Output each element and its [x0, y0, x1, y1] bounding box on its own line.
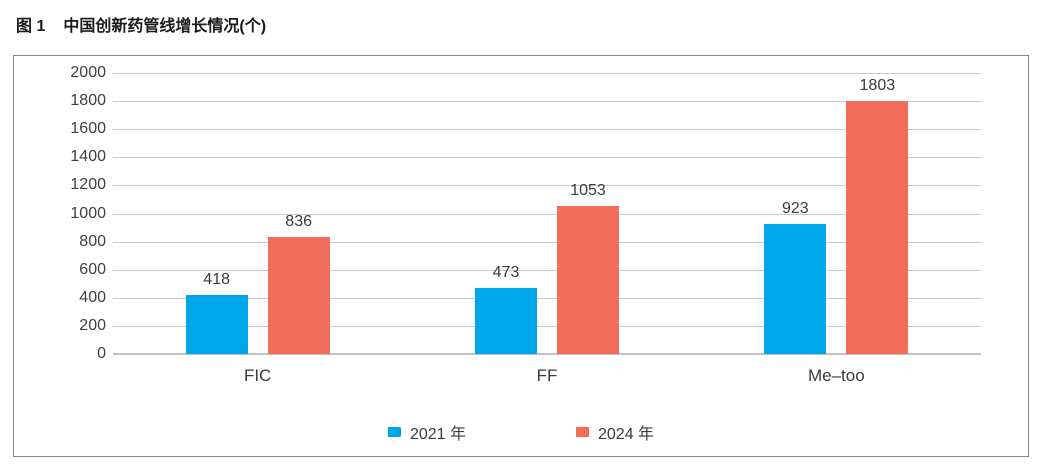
y-tick-label-1000: 1000 [70, 204, 106, 222]
legend-item-2024: 2024 年 [576, 420, 654, 444]
y-tick-label-0: 0 [97, 345, 106, 362]
gridline-0 [113, 353, 981, 355]
y-tick-label-200: 200 [79, 316, 106, 334]
figure-title-text: 中国创新药管线增长情况(个) [63, 18, 267, 35]
y-tick-label-800: 800 [79, 232, 106, 250]
gridline-600 [113, 269, 981, 271]
gridline-400 [113, 297, 981, 299]
bar-2024年-FIC [267, 236, 330, 354]
legend-swatch-2021 [387, 427, 401, 437]
bar-2024年-FF [557, 206, 619, 354]
gridline-1400 [113, 157, 981, 159]
figure-title: 图 1 中国创新药管线增长情况(个) [16, 12, 266, 36]
bar-2021年-Me–too [764, 224, 827, 354]
legend-label-2021: 2021 年 [409, 426, 466, 443]
y-tick-label-1200: 1200 [70, 176, 106, 194]
value-label-FF-1: 1053 [570, 182, 606, 200]
gridline-1800 [113, 101, 981, 103]
gridline-1000 [113, 213, 981, 215]
value-label-FF-0: 473 [492, 263, 520, 281]
y-tick-label-1600: 1600 [70, 120, 106, 138]
gridline-200 [113, 325, 981, 327]
y-tick-label-600: 600 [79, 260, 106, 278]
y-tick-label-400: 400 [79, 288, 106, 306]
bar-2021年-FIC [185, 295, 248, 354]
legend-item-2021: 2021 年 [387, 420, 466, 444]
bar-2021年-FF [475, 287, 537, 354]
y-tick-label-1400: 1400 [70, 148, 106, 166]
figure-number-label: 图 1 [16, 18, 46, 35]
category-label-Me–too: Me–too [807, 366, 865, 385]
y-tick-label-2000: 2000 [70, 64, 106, 81]
y-tick-label-1800: 1800 [70, 92, 106, 110]
value-label-Me–too-1: 1803 [859, 76, 896, 94]
category-label-FIC: FIC [243, 366, 272, 385]
chart-frame: 0 200 400 600 800 1000 1200 1400 1600 1800 2000 418… [13, 55, 1029, 457]
legend-swatch-2024 [576, 427, 589, 437]
gridline-1600 [113, 129, 981, 131]
value-label-FIC-1: 836 [285, 212, 312, 230]
gridline-1200 [113, 185, 981, 187]
category-label-FF: FF [536, 366, 558, 385]
chart-legend: 2021 年 2024 年 [14, 420, 1028, 444]
legend-label-2024: 2024 年 [598, 426, 655, 443]
bar-2024年-Me–too [846, 100, 909, 354]
value-label-FIC-0: 418 [203, 271, 230, 289]
gridline-2000 [113, 73, 981, 74]
gridline-800 [113, 241, 981, 243]
value-label-Me–too-0: 923 [781, 200, 809, 218]
